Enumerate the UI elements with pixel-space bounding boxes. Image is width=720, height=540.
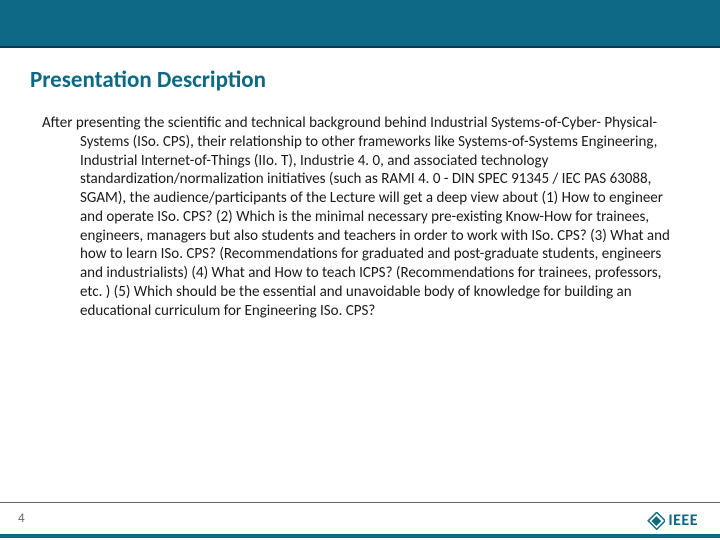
slide-body: After presenting the scientific and tech…	[68, 114, 690, 320]
content-area: Presentation Description After presentin…	[0, 48, 720, 320]
page-number: 4	[18, 511, 25, 526]
ieee-logo-text: IEEE	[668, 511, 698, 530]
ieee-diamond-icon	[647, 512, 665, 530]
footer: 4 IEEE	[0, 502, 720, 540]
top-banner	[0, 0, 720, 48]
ieee-logo: IEEE	[647, 511, 698, 530]
slide-title: Presentation Description	[30, 66, 690, 94]
footer-accent-line	[0, 534, 720, 538]
